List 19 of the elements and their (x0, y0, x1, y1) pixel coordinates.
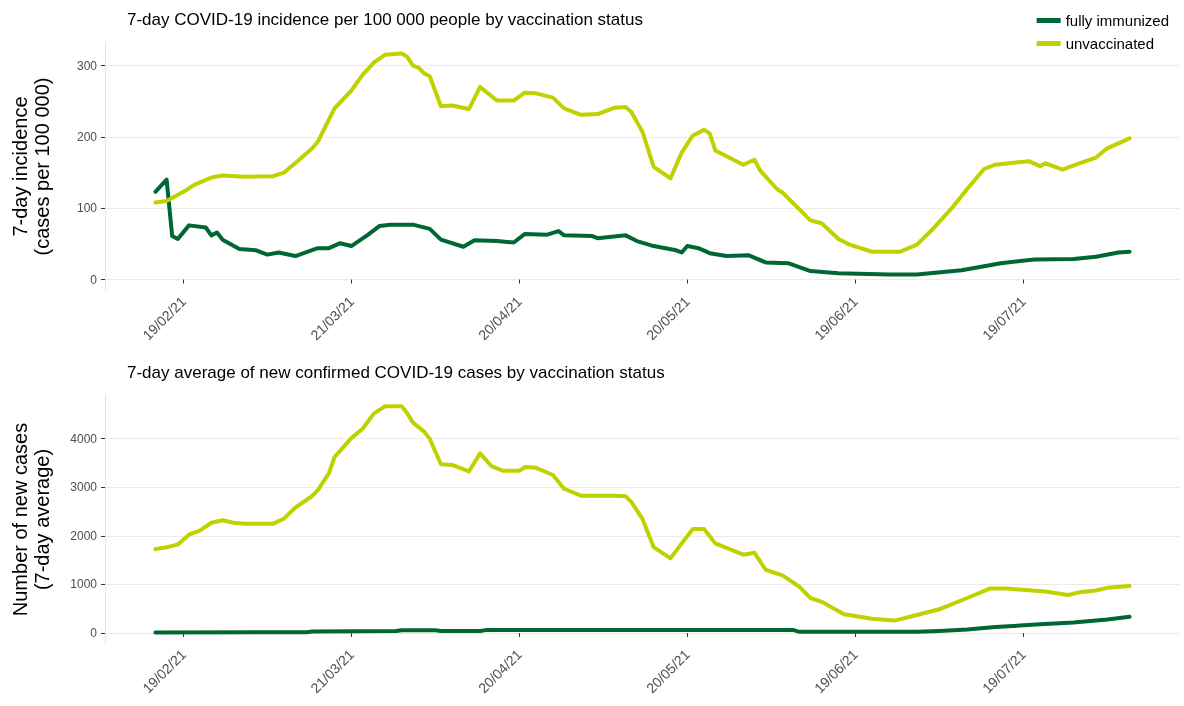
y-tick-label: 200 (76, 129, 98, 144)
y-tick-label: 1000 (70, 577, 98, 592)
line-series (153, 614, 1132, 635)
chart-title: 7-day average of new confirmed COVID-19 cases by vaccination status (127, 363, 665, 382)
chart-title: 7-day COVID-19 incidence per 100 000 people by vaccination status (127, 10, 643, 29)
y-axis-title: Number of new cases (7-day average) (9, 422, 53, 617)
y-tick-label: 4000 (70, 431, 98, 446)
y-tick-label: 0 (90, 272, 98, 287)
y-axis-title: 7-day incidence (cases per 100 000) (9, 77, 53, 256)
y-tick-label: 2000 (70, 528, 98, 543)
y-tick-label: 3000 (70, 480, 98, 495)
y-tick-label: 100 (76, 201, 98, 216)
y-tick-label: 0 (90, 626, 98, 641)
legend-label: unvaccinated (1065, 35, 1155, 52)
line-series (153, 404, 1132, 623)
y-tick-label: 300 (76, 58, 98, 73)
legend-label: fully immunized (1065, 12, 1170, 29)
line-series (153, 51, 1132, 254)
line-series (153, 177, 1132, 277)
